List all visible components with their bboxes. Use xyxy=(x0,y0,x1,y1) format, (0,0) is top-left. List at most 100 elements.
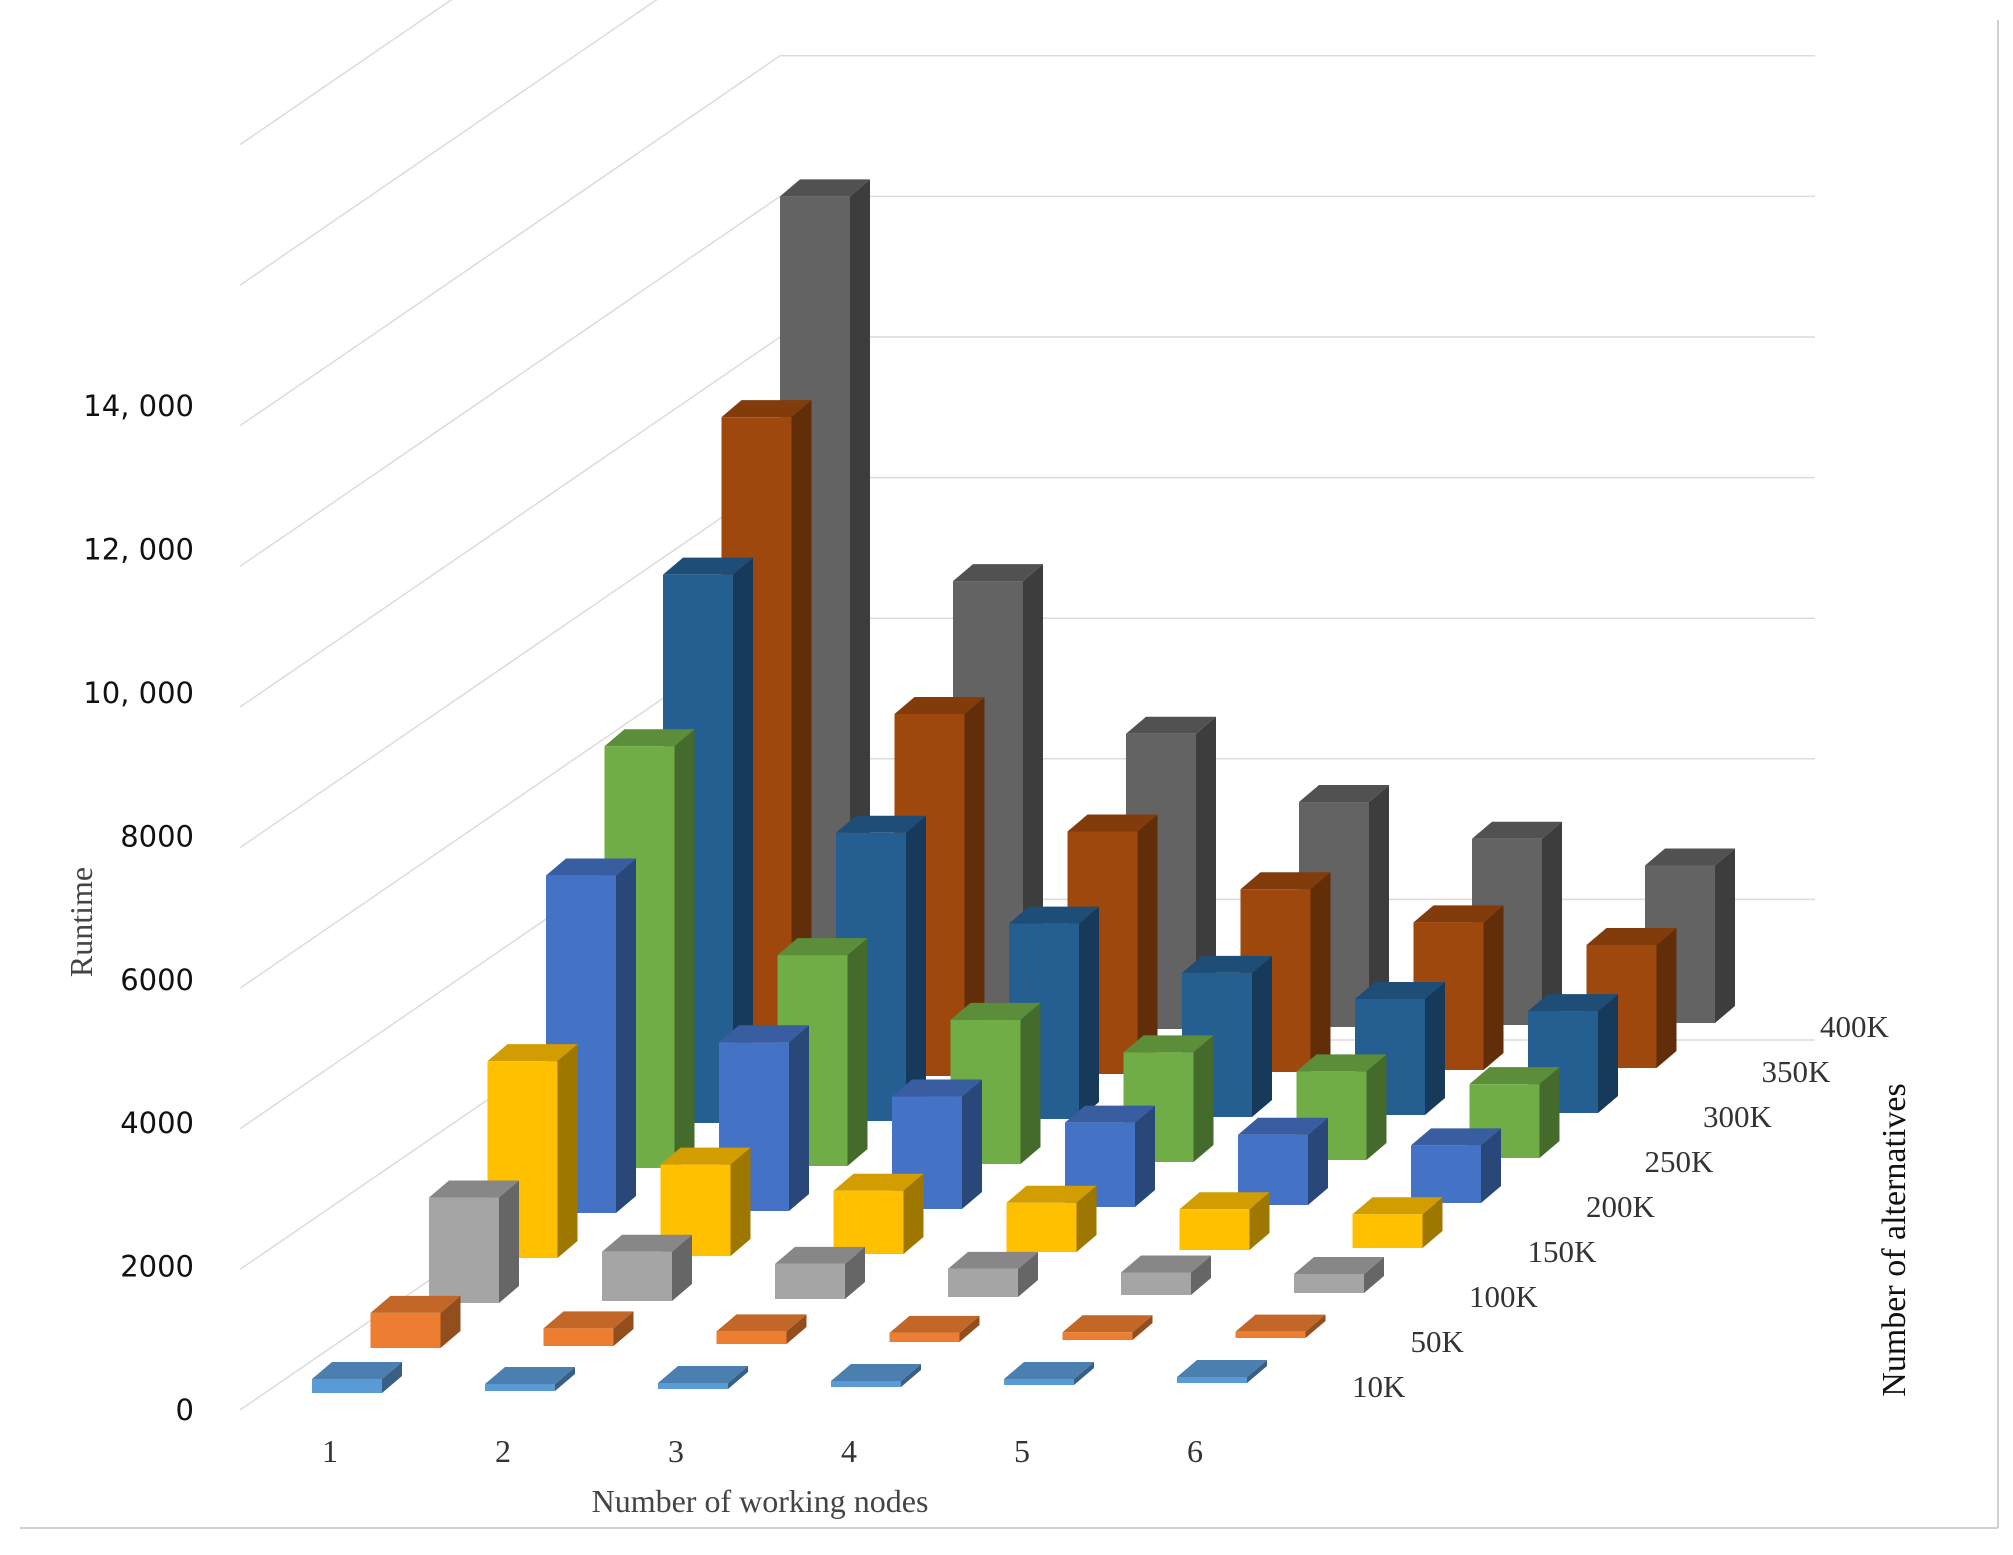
bar-top xyxy=(948,1251,1038,1269)
bar-top xyxy=(777,938,868,956)
bar-100K-1 xyxy=(429,1180,519,1303)
depth-axis-title: Number of alternatives xyxy=(1876,1083,1913,1396)
bar-side xyxy=(1369,785,1389,1027)
bar-top xyxy=(775,1246,865,1264)
x-tick-label: 3 xyxy=(668,1433,684,1469)
bar-side xyxy=(906,815,926,1121)
bar-front xyxy=(831,1381,901,1387)
x-tick-label: 5 xyxy=(1014,1433,1030,1469)
bar-top xyxy=(780,179,870,197)
bar-50K-5 xyxy=(1062,1315,1153,1340)
bar-top xyxy=(485,1366,575,1384)
series-tick-label: 200K xyxy=(1586,1189,1656,1224)
bar-100K-4 xyxy=(948,1251,1038,1297)
bar-front xyxy=(716,1331,787,1344)
x-tick-label: 4 xyxy=(841,1433,857,1469)
bar-side xyxy=(1364,1257,1384,1293)
bar-side xyxy=(845,1246,865,1299)
bar-side xyxy=(1196,716,1216,1029)
bar-top xyxy=(312,1361,402,1379)
bar-150K-5 xyxy=(1179,1192,1270,1250)
bar-top xyxy=(1182,955,1272,973)
bar-50K-6 xyxy=(1235,1314,1326,1338)
bar-side xyxy=(1018,1251,1038,1297)
bar-top xyxy=(370,1295,461,1313)
bar-side xyxy=(557,1044,578,1258)
bar-top xyxy=(719,1025,809,1043)
bar-side xyxy=(1422,1197,1443,1248)
bar-side xyxy=(440,1295,461,1348)
bar-100K-3 xyxy=(775,1246,865,1299)
bar-top xyxy=(660,1147,751,1165)
bar-top xyxy=(1240,872,1331,890)
bar-front xyxy=(312,1378,382,1393)
bar-top xyxy=(1299,785,1389,803)
bar-top xyxy=(663,557,753,575)
bar-front xyxy=(602,1251,672,1301)
bar-top xyxy=(1062,1315,1153,1333)
y-axis-title: Runtime xyxy=(63,867,99,977)
gridline-diagonal xyxy=(239,0,453,146)
bar-front xyxy=(833,1190,904,1254)
bar-front xyxy=(775,1263,845,1299)
bar-side xyxy=(1656,927,1677,1068)
bar-200K-3 xyxy=(892,1079,982,1209)
gridline-diagonal xyxy=(239,476,781,849)
bar-top xyxy=(1238,1117,1328,1135)
bar-side xyxy=(1308,1117,1328,1205)
bar-side xyxy=(903,1173,924,1254)
bar-side xyxy=(616,858,636,1213)
bar-100K-2 xyxy=(602,1234,692,1301)
bar-top xyxy=(1126,716,1216,734)
bar-side xyxy=(1481,1128,1501,1203)
bar-side xyxy=(901,1364,921,1387)
bar-top xyxy=(546,858,636,876)
bar-top xyxy=(1645,848,1735,866)
y-tick-label: 0 xyxy=(176,1393,194,1427)
bar-top xyxy=(1355,982,1445,1000)
bar-front xyxy=(1121,1272,1191,1295)
bar-front xyxy=(1177,1377,1247,1383)
bar-10K-1 xyxy=(312,1361,402,1393)
bar-100K-5 xyxy=(1121,1255,1211,1295)
bar-side xyxy=(1074,1362,1094,1385)
bar-200K-4 xyxy=(1065,1105,1155,1207)
bar-side xyxy=(1191,1255,1211,1295)
bar-front xyxy=(429,1197,499,1303)
series-tick-label: 350K xyxy=(1762,1054,1832,1089)
bar-side xyxy=(1137,814,1158,1074)
bar-top xyxy=(1009,906,1099,924)
bar-top xyxy=(1006,1185,1097,1203)
y-tick-label: 14, 000 xyxy=(83,389,194,423)
y-tick-label: 12, 000 xyxy=(83,533,194,567)
y-axis-ticks: 0 2000 4000 6000 8000 10, 000 12, 000 14, 000 xyxy=(83,389,194,1427)
bar-side xyxy=(1542,821,1562,1025)
bar-side xyxy=(791,400,812,1078)
bar-200K-5 xyxy=(1238,1117,1328,1205)
bar-10K-2 xyxy=(485,1366,575,1391)
bar-top xyxy=(894,696,985,714)
bar-150K-6 xyxy=(1352,1197,1443,1248)
bar-front xyxy=(948,1268,1018,1297)
bar-side xyxy=(789,1025,809,1211)
bar-side xyxy=(1483,905,1504,1070)
x-axis-ticks: 1 2 3 4 5 6 xyxy=(322,1433,1203,1469)
bar-front xyxy=(1411,1145,1481,1203)
bar-front xyxy=(658,1383,728,1389)
bar-150K-4 xyxy=(1006,1185,1097,1252)
x-tick-label: 1 xyxy=(322,1433,338,1469)
bar-side xyxy=(728,1366,748,1389)
y-tick-label: 10, 000 xyxy=(83,676,194,710)
bar-top xyxy=(1472,821,1562,839)
bar-top xyxy=(1586,927,1677,945)
bar-front xyxy=(543,1328,614,1346)
x-axis-title: Number of working nodes xyxy=(592,1483,929,1519)
bar-top xyxy=(833,1173,924,1191)
bar-top xyxy=(487,1044,578,1062)
bar-front xyxy=(1062,1332,1133,1340)
bar-side xyxy=(962,1079,982,1209)
bar-front xyxy=(1179,1209,1250,1250)
bar-10K-4 xyxy=(831,1364,921,1387)
